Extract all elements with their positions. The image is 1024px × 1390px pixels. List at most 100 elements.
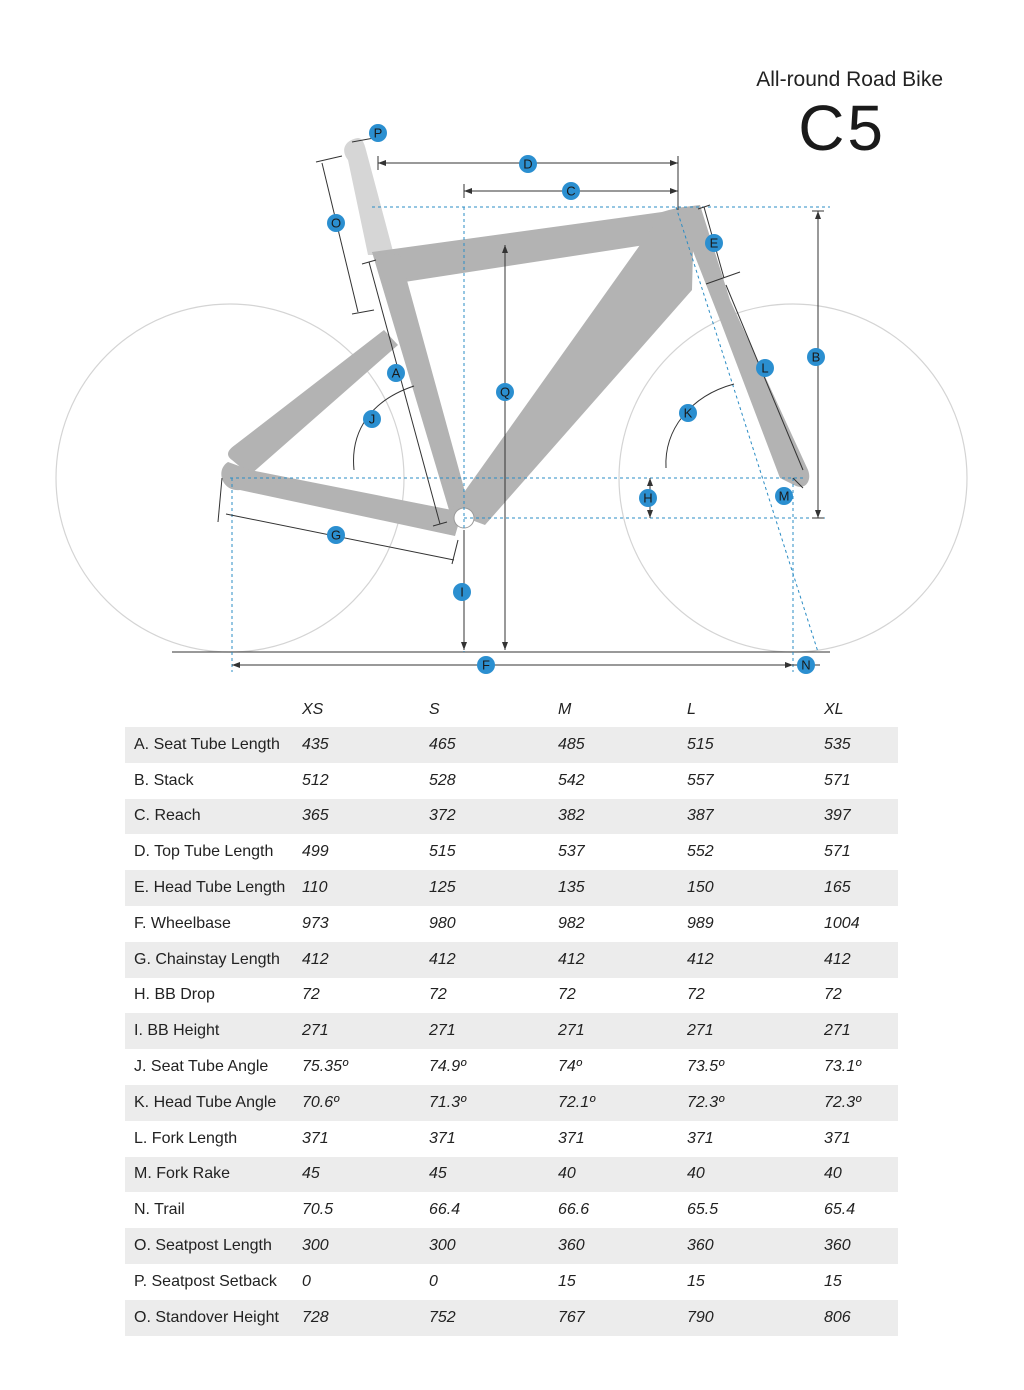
table-row: O. Seatpost Length 300 300 360 360 360 (125, 1228, 898, 1264)
cell-value: 515 (687, 727, 824, 763)
model-name: C5 (798, 92, 886, 164)
cell-value: 535 (824, 727, 898, 763)
badge-label-f: F (482, 658, 490, 673)
cell-value: 15 (558, 1272, 576, 1290)
column-header-l: L (687, 701, 696, 718)
cell-value: 271 (429, 1013, 558, 1050)
cell-value: 365 (302, 798, 429, 835)
cell-value: 72 (429, 986, 447, 1004)
cell-value: 65.4 (824, 1201, 856, 1219)
cell-value: 74º (558, 1058, 582, 1076)
row-label: L. Fork Length (134, 1129, 238, 1147)
cell-value: 528 (429, 771, 456, 789)
cell-value: 135 (558, 870, 687, 906)
cell-value: 412 (558, 941, 687, 978)
badge-e (705, 234, 723, 252)
cell-value: 371 (558, 1129, 585, 1147)
badge-label-a: A (392, 366, 401, 381)
cell-value: 74.9º (429, 1058, 466, 1076)
cell-value: 72.3º (687, 1084, 824, 1121)
row-label: F. Wheelbase (134, 914, 231, 932)
row-label: J. Seat Tube Angle (134, 1058, 269, 1076)
badge-label-i: I (460, 585, 464, 600)
cell-value: 45 (429, 1156, 558, 1193)
cell-value: 499 (302, 843, 329, 861)
badge-k (679, 404, 697, 422)
table-row: J. Seat Tube Angle 75.35º 74.9º 74º 73.5º 73.… (125, 1049, 898, 1085)
cell-value: 552 (687, 843, 714, 861)
cell-value: 300 (429, 1228, 558, 1264)
cell-value: 360 (558, 1228, 687, 1264)
table-row: L. Fork Length 371 371 371 371 371 (125, 1121, 898, 1157)
row-label: A. Seat Tube Length (125, 727, 302, 763)
cell-value: 40 (824, 1156, 898, 1193)
geometry-table: XS S M L XL A. Seat Tube Length 435 465 485… (125, 693, 898, 1336)
row-label: M. Fork Rake (125, 1156, 302, 1193)
cell-value: 360 (687, 1228, 824, 1264)
row-label: P. Seatpost Setback (134, 1272, 277, 1290)
table-row: M. Fork Rake 45 45 40 40 40 (125, 1156, 898, 1193)
bike-category: All-round Road Bike (756, 68, 943, 91)
cell-value: 371 (429, 1129, 456, 1147)
cell-value: 973 (302, 914, 329, 932)
cell-value: 0 (429, 1272, 438, 1290)
badge-n (797, 656, 815, 674)
row-label: O. Standover Height (125, 1299, 302, 1336)
cell-value: 72.3º (824, 1084, 898, 1121)
cell-value: 271 (558, 1013, 687, 1050)
row-label: G. Chainstay Length (125, 941, 302, 978)
row-label: N. Trail (134, 1201, 185, 1219)
cell-value: 512 (302, 771, 329, 789)
cell-value: 165 (824, 870, 898, 906)
cell-value: 465 (429, 727, 558, 763)
badge-g (327, 526, 345, 544)
badge-f (477, 656, 495, 674)
seatpost (344, 138, 394, 255)
row-label: B. Stack (134, 771, 194, 789)
geometry-diagram: P D C O E B A L Q J K H M G I F N (55, 124, 968, 674)
cell-value: 72 (824, 986, 842, 1004)
cell-value: 485 (558, 727, 687, 763)
badge-label-l: L (761, 361, 768, 376)
cell-value: 412 (429, 941, 558, 978)
badge-q (496, 383, 514, 401)
cell-value: 989 (687, 914, 714, 932)
badge-i (453, 583, 471, 601)
cell-value: 371 (302, 1129, 329, 1147)
cell-value: 72 (302, 986, 320, 1004)
badge-label-c: C (566, 184, 575, 199)
cell-value: 982 (558, 914, 585, 932)
badges: P D C O E B A L Q J K H M G I F N (327, 124, 825, 674)
row-label: E. Head Tube Length (125, 870, 302, 906)
cell-value: 73.1º (824, 1058, 861, 1076)
table-row: B. Stack 512 528 542 557 571 (125, 763, 898, 799)
cell-value: 387 (687, 798, 824, 835)
column-header-blank (125, 693, 302, 727)
badge-label-j: J (369, 412, 376, 427)
table-row: F. Wheelbase 973 980 982 989 1004 (125, 906, 898, 942)
badge-p (369, 124, 387, 142)
cell-value: 70.6º (302, 1084, 429, 1121)
badge-j (363, 410, 381, 428)
table-row: K. Head Tube Angle 70.6º 71.3º 72.1º 72.3º 72… (125, 1084, 898, 1121)
badge-label-o: O (331, 216, 341, 231)
cell-value: 360 (824, 1228, 898, 1264)
cell-value: 40 (558, 1156, 687, 1193)
cell-value: 790 (687, 1299, 824, 1336)
cell-value: 70.5 (302, 1201, 334, 1219)
badge-label-q: Q (500, 385, 510, 400)
table-row: E. Head Tube Length 110 125 135 150 165 (125, 870, 898, 906)
cell-value: 110 (302, 870, 429, 906)
badge-label-h: H (643, 491, 652, 506)
row-label: C. Reach (125, 798, 302, 835)
table-header-row: XS S M L XL (125, 693, 898, 727)
cell-value: 300 (302, 1228, 429, 1264)
cell-value: 571 (824, 771, 851, 789)
row-label: O. Seatpost Length (125, 1228, 302, 1264)
column-header-xl: XL (824, 701, 844, 718)
table-row: I. BB Height 271 271 271 271 271 (125, 1013, 898, 1050)
cell-value: 271 (687, 1013, 824, 1050)
cell-value: 557 (687, 771, 714, 789)
guide-lines (230, 206, 830, 672)
badge-label-p: P (374, 126, 383, 141)
